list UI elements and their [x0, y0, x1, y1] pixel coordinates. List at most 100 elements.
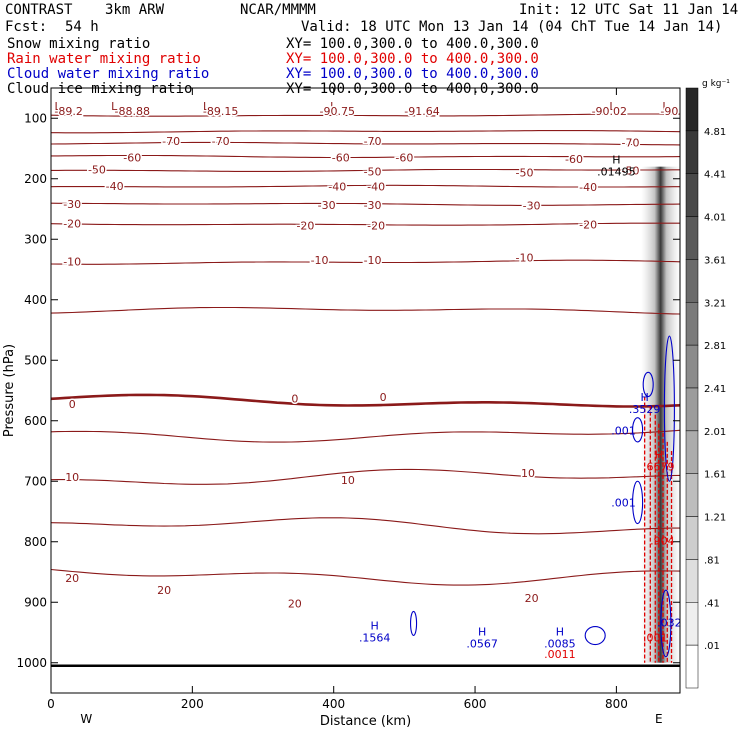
temperature-contour-label: -60	[332, 152, 350, 165]
temperature-contour-label: -30	[318, 199, 336, 212]
colorbar-swatch	[685, 559, 699, 603]
temperature-contour-line	[50, 393, 681, 408]
max-marker-value: .01495	[597, 166, 636, 179]
colorbar-swatch	[685, 430, 699, 474]
valid-time: Valid: 18 UTC Mon 13 Jan 14 (04 ChT Tue …	[301, 19, 723, 35]
temperature-contour-label: 10	[341, 474, 355, 487]
field-name-cloud-water: Cloud water mixing ratio	[7, 66, 210, 82]
temperature-contour-label: 0	[69, 398, 76, 411]
field-xy-snow: XY= 100.0,300.0 to 400.0,300.0	[286, 36, 539, 52]
program-name: CONTRAST	[5, 2, 73, 18]
temperature-contour-line	[50, 306, 681, 315]
x-tick-label: 0	[47, 697, 55, 711]
temperature-contour-label: -70	[622, 136, 640, 149]
colorbar-label: 4.41	[704, 170, 726, 181]
y-tick-label: 200	[24, 172, 47, 186]
x-tick-label: 200	[181, 697, 204, 711]
temperature-contour-label: -70	[364, 135, 382, 148]
snow-shading-plume	[641, 166, 680, 663]
colorbar-swatch	[685, 259, 699, 303]
colorbar-label: 4.81	[704, 127, 726, 138]
temperature-contour-label: -50	[364, 165, 382, 178]
y-tick-label: 1000	[16, 656, 47, 670]
colorbar-label: .01	[704, 641, 720, 652]
init-time: Init: 12 UTC Sat 11 Jan 14	[519, 2, 739, 18]
temperature-contour-label: -50	[622, 164, 640, 177]
temperature-contour-label: -40	[579, 181, 597, 194]
temperature-contour-label: 20	[525, 592, 539, 605]
temperature-contour-line	[50, 113, 680, 117]
cloud-water-contours	[410, 335, 675, 658]
colorbar-swatch	[685, 87, 699, 132]
cloud-water-contour	[660, 589, 672, 658]
temperature-contour-line	[50, 568, 681, 586]
temperature-contour-label: -10	[311, 254, 329, 267]
low-marker: L	[609, 100, 616, 113]
x-end-label-east: E	[655, 712, 663, 726]
temperature-contour-label: -20	[63, 218, 81, 231]
x-tick-label: 800	[605, 697, 628, 711]
max-marker-symbol: H	[655, 448, 663, 461]
temperature-contour-label: 10	[65, 471, 79, 484]
colorbar-label: 2.41	[704, 384, 726, 395]
temperature-contour-label: 20	[65, 572, 79, 585]
colorbar-label: 3.61	[704, 255, 726, 266]
temperature-contours	[50, 113, 681, 586]
cloud-water-contour	[410, 610, 418, 636]
low-marker: L	[111, 100, 118, 113]
field-xy-cloud-ice: XY= 100.0,300.0 to 400.0,300.0	[286, 81, 539, 97]
cloud-water-contour	[584, 625, 606, 646]
max-marker-symbol: H	[478, 626, 486, 639]
max-marker-value: .904	[650, 535, 675, 548]
max-marker-symbol: H	[556, 626, 564, 639]
temperature-contour-label: 20	[288, 597, 302, 610]
x-tick-label: 400	[322, 697, 345, 711]
temperature-contour-line	[50, 202, 681, 206]
field-name-rain: Rain water mixing ratio	[7, 51, 201, 67]
temperature-contour-label: -40	[367, 181, 385, 194]
colorbar-label: 2.81	[704, 341, 726, 352]
field-xy-cloud-water: XY= 100.0,300.0 to 400.0,300.0	[286, 66, 539, 82]
plot-border	[50, 87, 681, 694]
y-tick-label: 100	[24, 111, 47, 125]
temperature-contour-line	[50, 141, 681, 146]
temperature-contour-label: -60	[395, 152, 413, 165]
colorbar-swatch	[685, 173, 699, 217]
max-marker-value: .032	[657, 616, 682, 629]
temperature-contour-label: -90.75	[319, 105, 354, 118]
low-marker: L	[330, 100, 337, 113]
max-marker-value: .001	[611, 497, 636, 510]
temperature-contour-line	[50, 517, 680, 535]
temperature-contour-label: -20	[579, 219, 597, 232]
cloud-water-contour	[663, 335, 675, 482]
temperature-contour-label: -90.02	[592, 105, 627, 118]
cloud-water-contour	[632, 417, 644, 443]
cloud-water-contour	[642, 371, 654, 398]
temperature-contour-label: -70	[162, 135, 180, 148]
temperature-contour-line	[50, 259, 681, 265]
temperature-contour-label: -50	[88, 164, 106, 177]
colorbar-label: 2.01	[704, 427, 726, 438]
temperature-contour-label: -90	[660, 105, 678, 118]
max-marker-value: .0011	[544, 648, 576, 661]
colorbar-swatch	[685, 516, 699, 560]
temperature-contour-label: -20	[296, 219, 314, 232]
temperature-contour-line	[50, 184, 680, 188]
temperature-contour-line	[51, 168, 680, 172]
temperature-contour-line	[50, 429, 681, 443]
colorbar-swatch	[685, 302, 699, 346]
y-tick-label: 500	[24, 353, 47, 367]
max-marker-symbol: H	[612, 154, 620, 167]
max-marker-value: .0567	[466, 638, 498, 651]
rain-water-contours	[644, 396, 673, 663]
temperature-contour-label: -10	[63, 256, 81, 269]
cloud-water-contour	[632, 480, 644, 525]
temperature-contour-label: -88.88	[115, 105, 150, 118]
y-tick-label: 700	[24, 474, 47, 488]
colorbar: 4.81 4.41 4.01 3.61 3.21 2.81 2.41 2.01 1.61 1.21…	[685, 79, 730, 689]
temperature-contour-line	[50, 222, 680, 226]
colorbar-swatch	[685, 216, 699, 260]
temperature-contour-line	[51, 130, 681, 134]
